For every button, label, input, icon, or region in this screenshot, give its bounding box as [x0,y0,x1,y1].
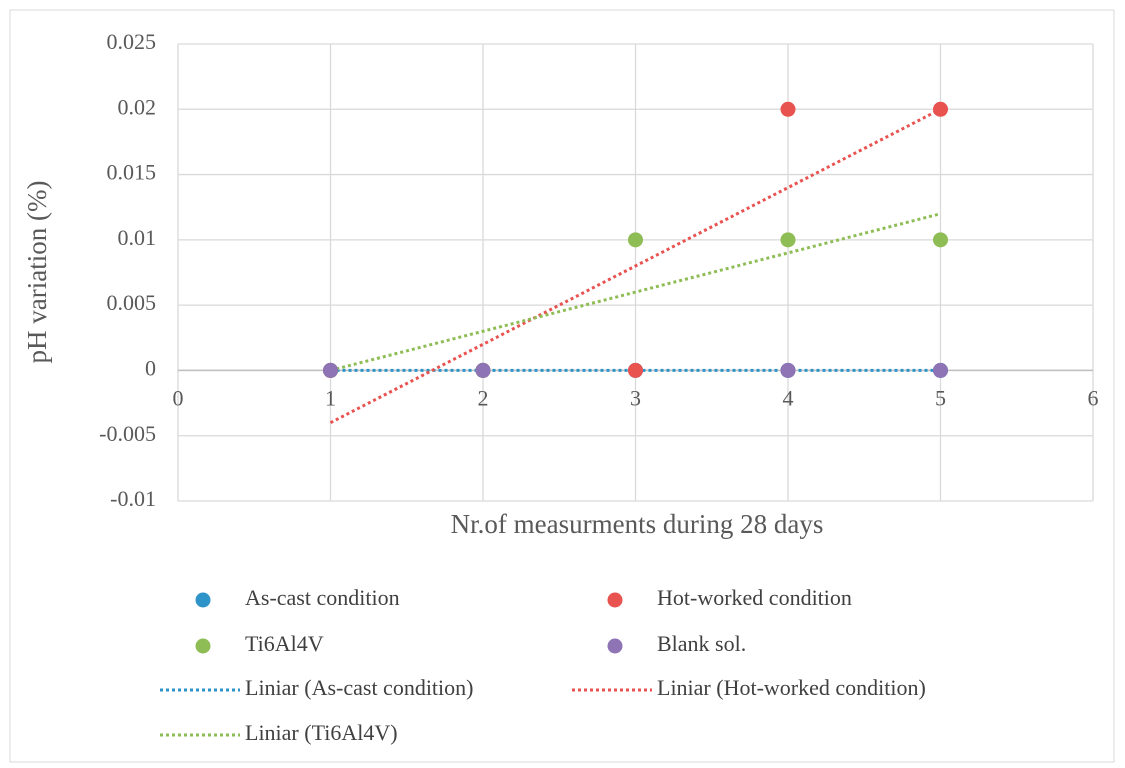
y-tick-label: 0.025 [107,29,157,54]
point [780,362,796,378]
legend-label: As-cast condition [245,585,400,610]
x-tick-label: 6 [1088,385,1099,410]
point [933,362,948,378]
x-tick-label: 0 [173,385,184,410]
legend-marker [195,592,211,608]
legend-label: Liniar (Hot-worked condition) [657,675,926,700]
y-tick-label: 0.005 [107,290,157,315]
point [628,362,643,378]
legend-label: Hot-worked condition [657,585,852,610]
point [475,362,491,378]
legend-marker [195,638,211,654]
y-axis-title: pH variation (%) [22,181,52,364]
point [780,101,796,117]
legend-marker [607,592,623,608]
point [628,232,643,248]
y-tick-label: 0.015 [107,160,157,185]
y-tick-label: 0 [145,355,156,380]
x-tick-label: 2 [478,385,489,410]
legend-label: Ti6Al4V [245,631,324,656]
legend-label: Liniar (As-cast condition) [245,675,474,700]
x-tick-label: 3 [630,385,641,410]
point [323,362,338,378]
x-tick-label: 5 [935,385,946,410]
legend-marker [607,638,623,654]
y-tick-label: -0.01 [110,486,156,511]
legend-label: Liniar (Ti6Al4V) [245,720,398,745]
point [933,101,948,117]
x-tick-label: 1 [325,385,336,410]
y-tick-label: 0.02 [118,94,157,119]
y-tick-label: -0.005 [99,421,156,446]
y-tick-label: 0.01 [118,225,157,250]
x-tick-label: 4 [783,385,794,410]
legend-label: Blank sol. [657,631,746,656]
trendline [330,212,941,372]
trendline [329,107,942,424]
x-axis-title: Nr.of measurments during 28 days [451,509,824,539]
point [780,232,796,248]
chart-border [9,9,1115,763]
point [933,232,948,248]
